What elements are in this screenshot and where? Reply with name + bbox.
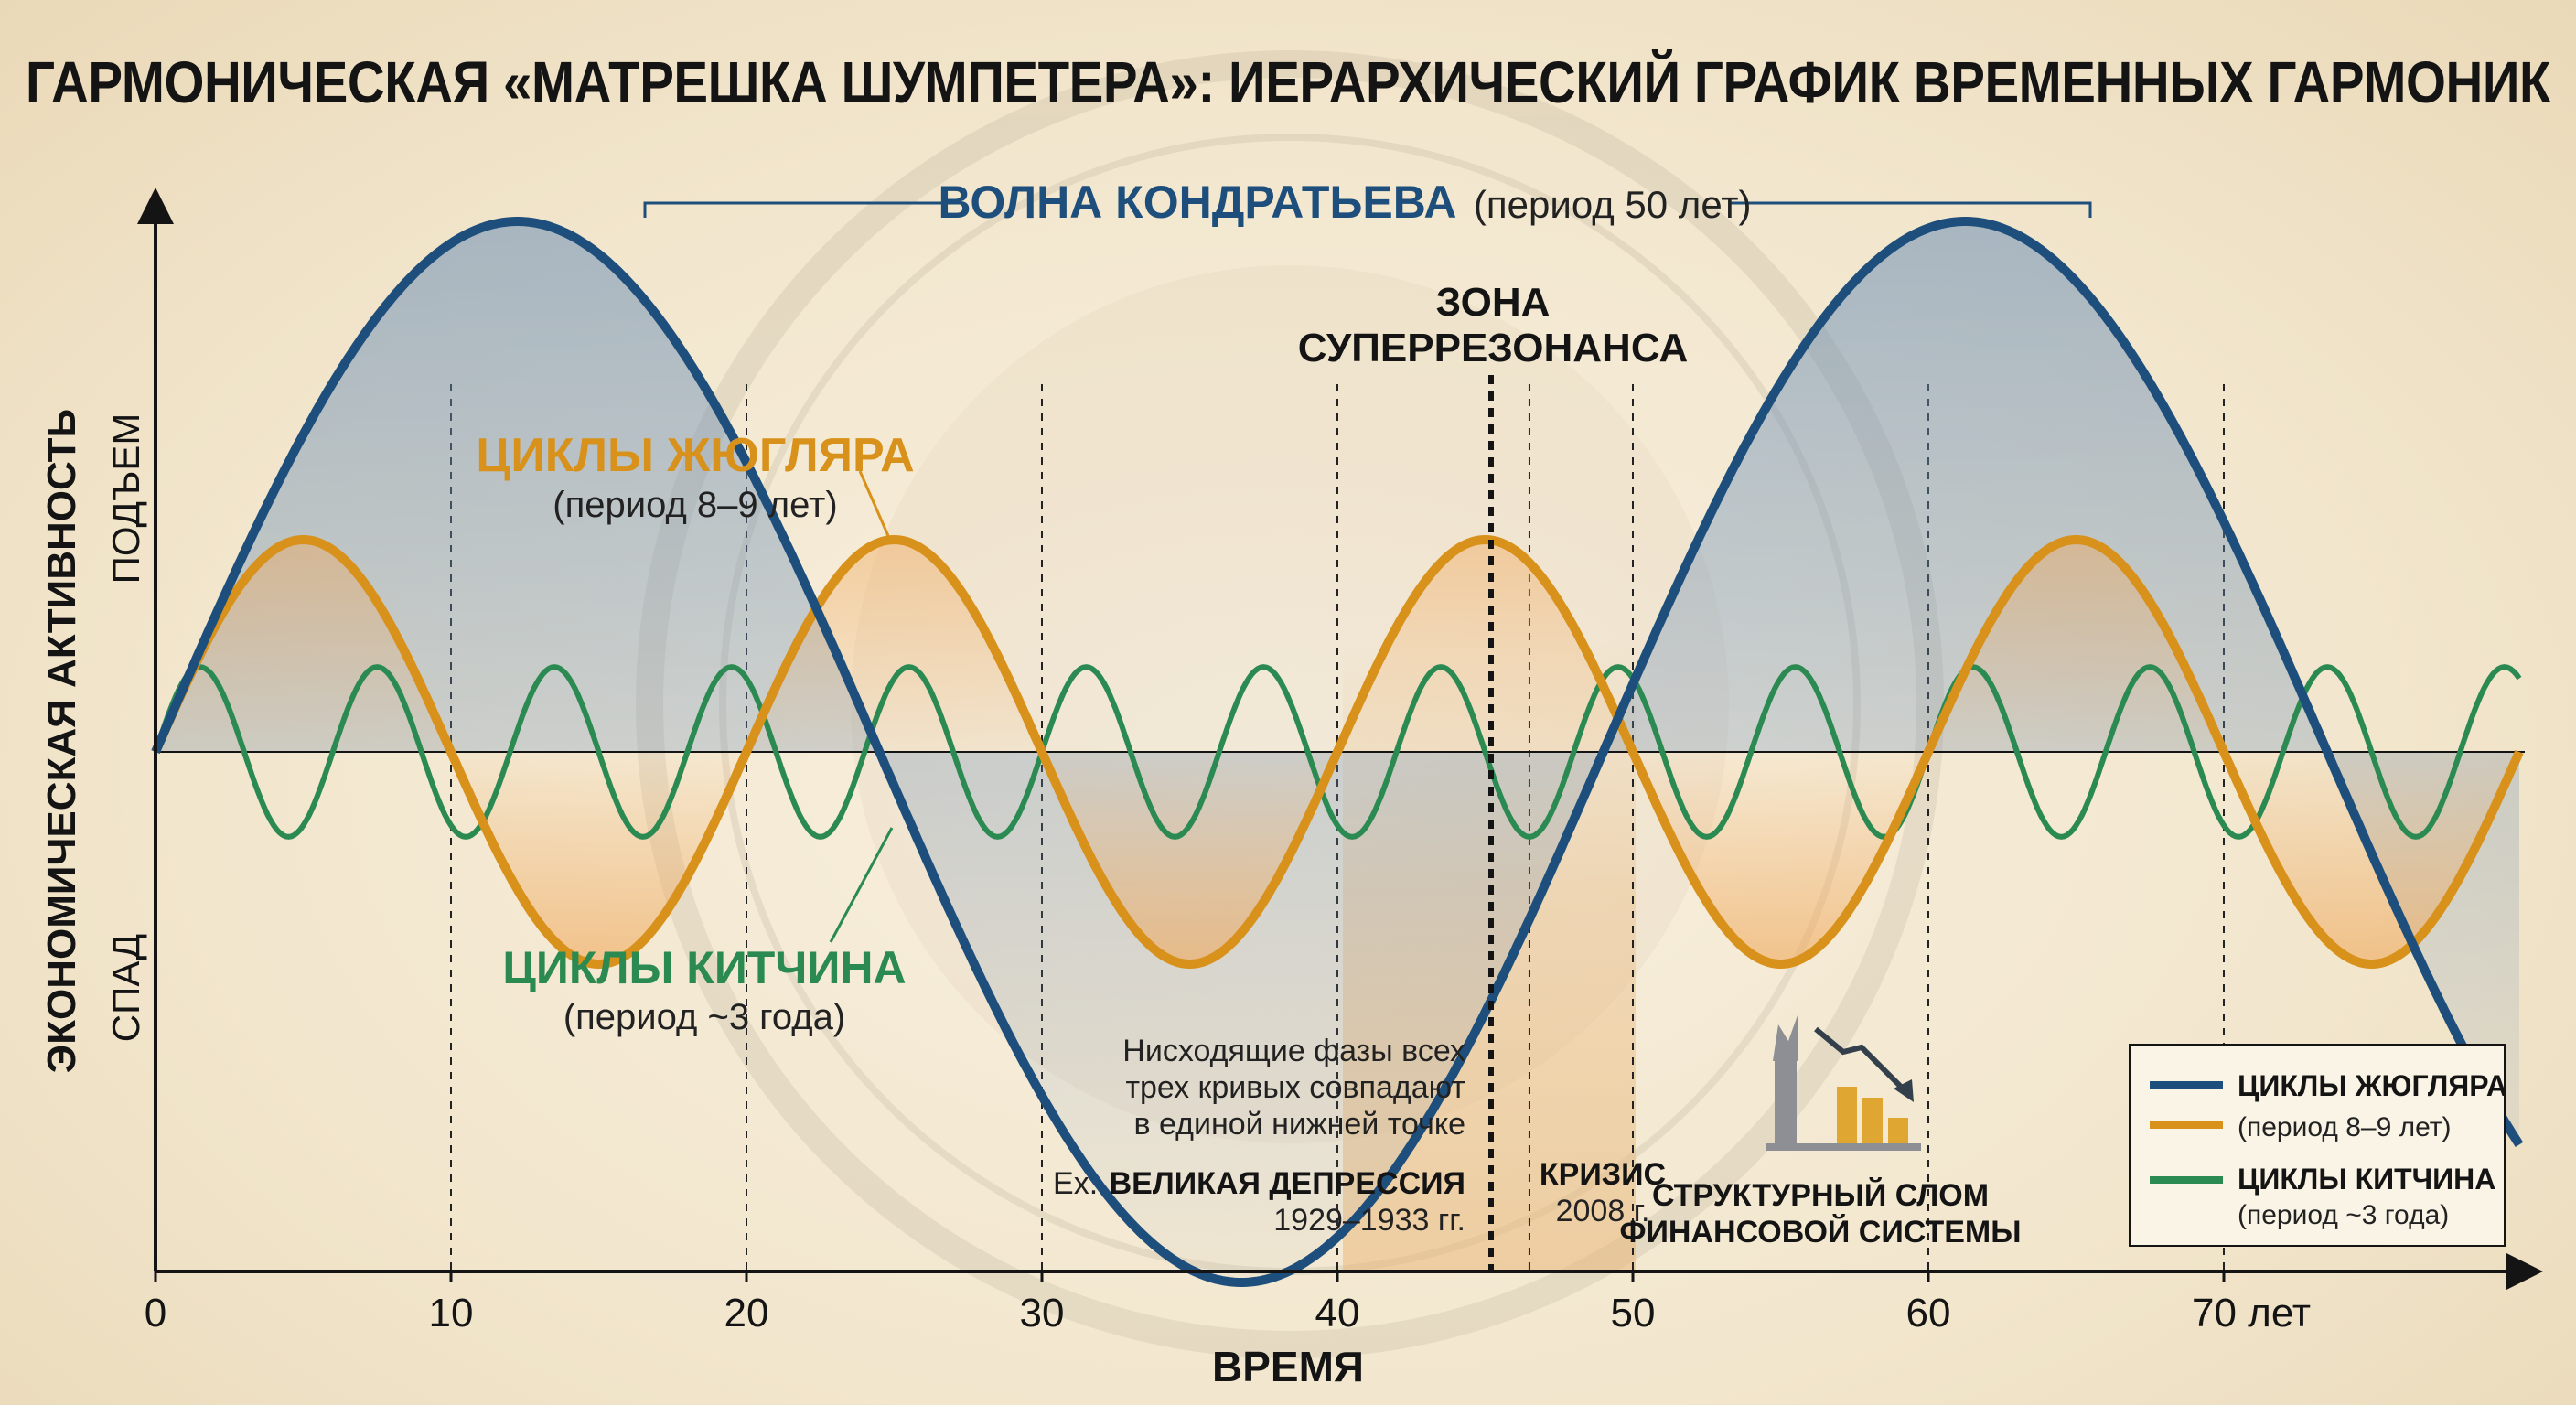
juglar-fill-segment: [451, 752, 746, 964]
juglar-fill-segment: [1337, 540, 1633, 752]
kitchin-curve: [153, 664, 2522, 840]
kitchin-pointer: [829, 827, 894, 943]
juglar-fill: [156, 540, 2519, 964]
x-tick-label: 10: [429, 1291, 474, 1335]
x-tick-label: 40: [1315, 1291, 1360, 1335]
x-tick-label: 60: [1906, 1291, 1951, 1335]
juglar-fill-segment: [1633, 752, 1928, 964]
y-axis-down: СПАД: [104, 934, 147, 1042]
juglar-curve: [151, 534, 2524, 970]
kondratiev-label: ВОЛНА КОНДРАТЬЕВА (период 50 лет): [938, 177, 1751, 228]
note-line-1: Нисходящие фазы всех: [1122, 1034, 1465, 1068]
x-axis-ticks: 0 10 20 30 40 50 60 70 лет: [145, 1271, 2311, 1335]
zone-title-line2: СУПЕРРЕЗОНАНСА: [1298, 326, 1689, 370]
crisis-year: 2008 г.: [1556, 1194, 1650, 1228]
y-axis-up: ПОДЪЕМ: [104, 413, 147, 585]
legend-period-2: (период 8–9 лет): [2238, 1112, 2452, 1142]
juglar-fill-segment: [746, 540, 1042, 752]
legend-box: [2129, 1044, 2506, 1247]
x-tick-label: 70 лет: [2192, 1291, 2311, 1335]
y-axis-title: ЭКОНОМИЧЕСКАЯ АКТИВНОСТЬ: [39, 409, 84, 1073]
page-title: ГАРМОНИЧЕСКАЯ «МАТРЕШКА ШУМПЕТЕРА»: ИЕРА…: [26, 48, 2551, 115]
structural-line-1: СТРУКТУРНЫЙ СЛОМ: [1652, 1177, 1989, 1213]
juglar-fill-segment: [156, 540, 451, 752]
juglar-fill-segment: [1042, 752, 1337, 964]
x-tick-label: 20: [724, 1291, 769, 1335]
juglar-fill-segment: [1928, 540, 2224, 752]
note-line-3: в единой нижней точке: [1134, 1107, 1466, 1142]
depression-label: Ех. ВЕЛИКАЯ ДЕПРЕССИЯ: [1053, 1166, 1465, 1201]
juglar-pointer: [858, 470, 894, 545]
depression-name: ВЕЛИКАЯ ДЕПРЕССИЯ: [1110, 1166, 1465, 1201]
legend-title-3: ЦИКЛЫ КИТЧИНА: [2238, 1163, 2496, 1196]
legend-title-1: ЦИКЛЫ ЖЮГЛЯРА: [2238, 1069, 2507, 1102]
crisis-name: КРИЗИС: [1540, 1157, 1666, 1192]
note-line-2: трех кривых совпадают: [1125, 1070, 1465, 1105]
structural-line-2: ФИНАНСОВОЙ СИСТЕМЫ: [1619, 1214, 2021, 1249]
depression-prefix: Ех.: [1053, 1166, 1098, 1201]
kondratiev-curve: [151, 217, 2524, 1287]
kondratiev-period: (период 50 лет): [1474, 183, 1752, 226]
legend-period-3: (период ~3 года): [2238, 1200, 2449, 1230]
kondratiev-bracket: [643, 201, 2092, 218]
x-tick-label: 30: [1020, 1291, 1065, 1335]
legend: ЦИКЛЫ ЖЮГЛЯРА (период 8–9 лет) ЦИКЛЫ КИТ…: [2129, 1044, 2507, 1247]
x-tick-label: 50: [1611, 1291, 1656, 1335]
zone-title-line1: ЗОНА: [1436, 280, 1551, 325]
kitchin-title: ЦИКЛЫ КИТЧИНА: [502, 942, 906, 993]
depression-years: 1929–1933 гг.: [1273, 1203, 1465, 1238]
falling-chart-icon: [1766, 1015, 1921, 1151]
kitchin-period: (период ~3 года): [564, 997, 845, 1037]
juglar-period: (период 8–9 лет): [553, 485, 837, 525]
kondratiev-title: ВОЛНА КОНДРАТЬЕВА: [938, 177, 1456, 228]
x-tick-label: 0: [145, 1291, 166, 1335]
x-axis-title: ВРЕМЯ: [1212, 1343, 1364, 1390]
juglar-title: ЦИКЛЫ ЖЮГЛЯРА: [476, 429, 914, 482]
